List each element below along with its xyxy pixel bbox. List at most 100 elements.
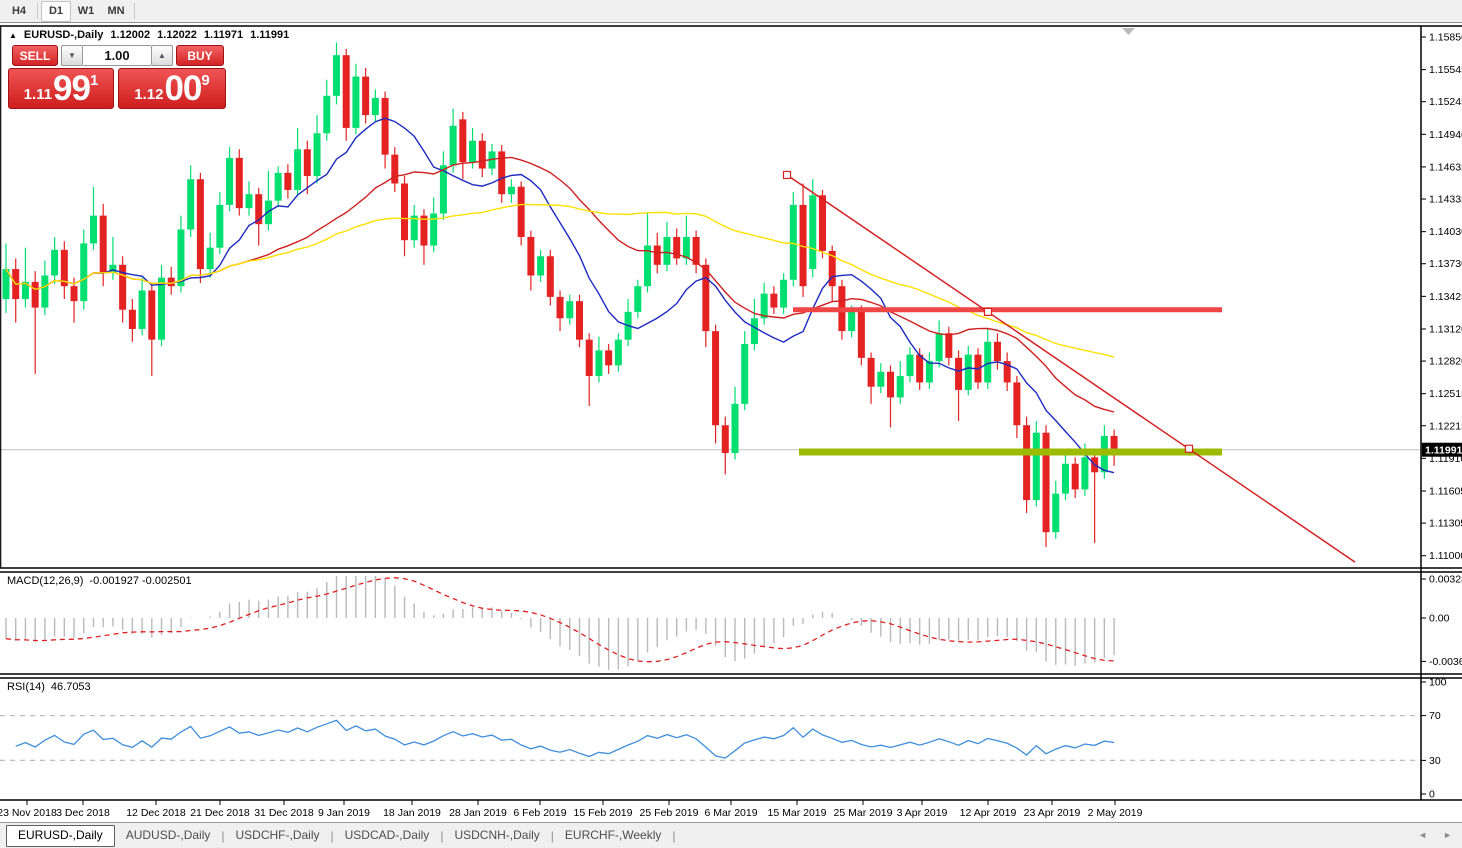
sell-price-pip: 1 <box>89 72 99 89</box>
chart-canvas[interactable]: 1.15850 1.15545 1.15245 1.14940 1.14635 1.143… <box>0 24 1462 822</box>
shift-marker-icon[interactable] <box>1122 28 1135 35</box>
macd-histogram <box>5 576 1115 670</box>
tab-usdchf-daily[interactable]: USDCHF-,Daily <box>235 827 320 842</box>
chart-tab-bar: EURUSD-,Daily AUDUSD-,Daily | USDCHF-,Da… <box>0 822 1462 848</box>
svg-text:0: 0 <box>1429 789 1435 801</box>
svg-text:1.11305: 1.11305 <box>1429 518 1462 530</box>
svg-text:1.12215: 1.12215 <box>1429 420 1462 432</box>
timeframe-toolbar: H4 D1 W1 MN <box>0 0 1462 23</box>
macd-values: -0.001927 -0.002501 <box>89 575 192 587</box>
current-price-tag: 1.11991 <box>1421 442 1462 457</box>
timeframe-button-w1[interactable]: W1 <box>77 4 95 17</box>
collapse-icon[interactable]: ▲ <box>9 30 17 40</box>
quote-close: 1.11991 <box>250 29 290 41</box>
trendline-handle <box>1184 444 1194 453</box>
toolbar-separator <box>134 3 135 19</box>
svg-text:1.15850: 1.15850 <box>1429 32 1462 44</box>
sell-price-big: 99 <box>53 68 91 108</box>
symbol-title: EURUSD-,Daily <box>23 29 104 41</box>
quote-high: 1.12022 <box>157 29 197 41</box>
svg-text:2 May 2019: 2 May 2019 <box>1088 807 1143 819</box>
svg-text:1.12515: 1.12515 <box>1429 388 1462 400</box>
svg-text:6 Mar 2019: 6 Mar 2019 <box>704 807 757 819</box>
svg-text:1.14030: 1.14030 <box>1429 226 1462 238</box>
svg-text:6 Feb 2019: 6 Feb 2019 <box>513 807 566 819</box>
svg-text:18 Jan 2019: 18 Jan 2019 <box>383 807 441 819</box>
svg-text:12 Dec 2018: 12 Dec 2018 <box>126 807 186 819</box>
svg-text:1.15545: 1.15545 <box>1429 64 1462 76</box>
tab-usdcnh-daily[interactable]: USDCNH-,Daily <box>454 827 540 842</box>
buy-price-big: 00 <box>164 68 202 108</box>
tab-separator: | <box>550 828 554 843</box>
price-axis: 1.15850 1.15545 1.15245 1.14940 1.14635 1.143… <box>1421 32 1462 562</box>
svg-text:25 Mar 2019: 25 Mar 2019 <box>834 807 893 819</box>
date-axis: 23 Nov 2018 3 Dec 2018 12 Dec 2018 21 Dec 2… <box>0 800 1143 819</box>
svg-text:1.13425: 1.13425 <box>1429 291 1462 303</box>
macd-label: MACD(12,26,9) -0.001927 -0.002501 <box>7 575 192 587</box>
ma-line-sma-slow[interactable] <box>5 203 1115 358</box>
svg-text:25 Feb 2019: 25 Feb 2019 <box>640 807 699 819</box>
volume-stepper: ▼ ▲ <box>61 45 173 66</box>
svg-text:0.003287: 0.003287 <box>1429 573 1462 585</box>
svg-text:30: 30 <box>1429 755 1441 767</box>
volume-input[interactable] <box>83 45 151 66</box>
tab-separator: | <box>672 828 676 843</box>
svg-text:28 Jan 2019: 28 Jan 2019 <box>449 807 507 819</box>
svg-text:1.13730: 1.13730 <box>1429 258 1462 270</box>
quote-low: 1.11971 <box>203 29 244 41</box>
rsi-value: 46.7053 <box>50 681 91 693</box>
one-click-trade-panel: SELL ▼ ▲ BUY 1.11 99 1 1.12 00 9 <box>8 45 226 110</box>
svg-text:9 Jan 2019: 9 Jan 2019 <box>318 807 370 819</box>
volume-decrease-button[interactable]: ▼ <box>61 45 83 66</box>
sell-price-prefix: 1.11 <box>23 86 53 103</box>
svg-text:1.14635: 1.14635 <box>1429 161 1462 173</box>
svg-text:100: 100 <box>1429 677 1447 689</box>
rsi-name: RSI(14) <box>7 681 45 693</box>
tab-scroll-left-icon[interactable]: ◄ <box>1418 830 1428 840</box>
sell-price-display[interactable]: 1.11 99 1 <box>8 68 114 109</box>
quote-open: 1.12002 <box>110 29 151 41</box>
tab-usdcad-daily[interactable]: USDCAD-,Daily <box>344 827 430 842</box>
svg-text:70: 70 <box>1429 710 1441 722</box>
tab-scroll-controls: ◄ ► <box>1418 830 1452 840</box>
tab-scroll-right-icon[interactable]: ► <box>1443 830 1452 840</box>
buy-price-pip: 9 <box>201 72 210 89</box>
svg-text:1.12820: 1.12820 <box>1429 356 1462 368</box>
buy-button[interactable]: BUY <box>176 45 224 66</box>
svg-text:12 Apr 2019: 12 Apr 2019 <box>960 807 1017 819</box>
svg-text:15 Mar 2019: 15 Mar 2019 <box>768 807 827 819</box>
buy-price-display[interactable]: 1.12 00 9 <box>118 68 226 109</box>
tab-separator: | <box>440 828 444 843</box>
svg-text:-0.003659: -0.003659 <box>1429 656 1462 668</box>
macd-name: MACD(12,26,9) <box>7 575 84 587</box>
descending-trendline[interactable] <box>782 170 1356 563</box>
sell-button[interactable]: SELL <box>12 45 58 66</box>
timeframe-button-h4[interactable]: H4 <box>11 4 27 17</box>
svg-text:1.11000: 1.11000 <box>1429 550 1462 562</box>
macd-signal-line <box>5 577 1115 663</box>
rsi-axis: 100 70 30 0 <box>1421 677 1447 801</box>
rsi-label: RSI(14) 46.7053 <box>7 681 91 693</box>
rsi-levels <box>0 714 1421 762</box>
tab-eurchf-weekly[interactable]: EURCHF-,Weekly <box>564 827 662 842</box>
ma-line-sma-fast[interactable] <box>5 117 1115 474</box>
volume-increase-button[interactable]: ▲ <box>151 45 173 66</box>
svg-text:1.11991: 1.11991 <box>1425 445 1462 457</box>
timeframe-button-d1[interactable]: D1 <box>41 0 71 22</box>
svg-text:0.00: 0.00 <box>1429 613 1450 625</box>
tab-eurusd-daily[interactable]: EURUSD-,Daily <box>6 824 115 847</box>
svg-text:21 Dec 2018: 21 Dec 2018 <box>190 807 250 819</box>
tab-audusd-daily[interactable]: AUDUSD-,Daily <box>125 827 211 842</box>
svg-text:15 Feb 2019: 15 Feb 2019 <box>574 807 633 819</box>
svg-text:3 Apr 2019: 3 Apr 2019 <box>897 807 948 819</box>
svg-text:31 Dec 2018: 31 Dec 2018 <box>254 807 314 819</box>
tab-separator: | <box>330 828 334 843</box>
trendline-handle <box>782 170 792 180</box>
buy-price-prefix: 1.12 <box>134 86 164 103</box>
candles <box>2 42 1118 548</box>
trendline-handle <box>983 307 993 316</box>
svg-text:23 Nov 2018: 23 Nov 2018 <box>0 807 57 819</box>
svg-text:1.13120: 1.13120 <box>1429 323 1462 335</box>
timeframe-button-mn[interactable]: MN <box>107 4 125 17</box>
